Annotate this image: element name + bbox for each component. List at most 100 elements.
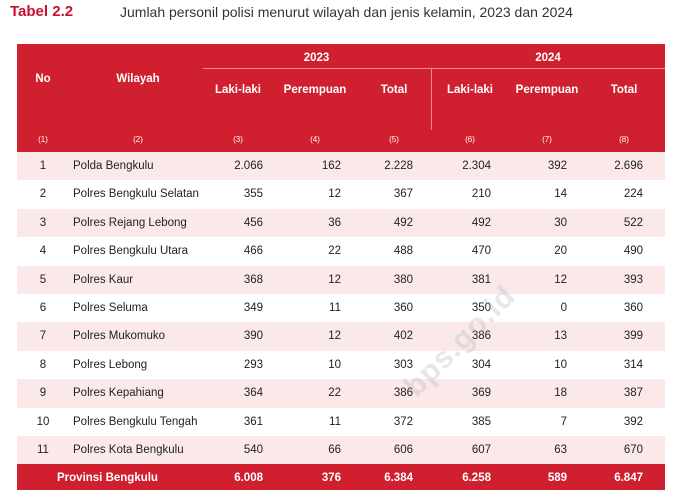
row-laki-2024: 386 [471,330,491,343]
row-perempuan-2023: 11 [329,415,341,428]
row-perempuan-2024: 18 [554,387,567,400]
row-total-2023: 372 [393,415,413,428]
table-header: No Wilayah 2023 2024 Laki-laki Perempuan… [17,44,665,130]
row-total-2023: 492 [393,216,413,229]
row-perempuan-2023: 10 [328,358,341,371]
row-total-2023: 488 [393,245,413,258]
row-perempuan-2024: 30 [554,216,567,229]
col-index: (4) [310,135,320,144]
row-laki-2023: 2.066 [234,160,263,172]
row-total-2024: 314 [623,358,643,371]
col-index: (7) [542,135,552,144]
row-laki-2024: 304 [471,358,491,371]
col-index: (3) [233,135,243,144]
row-wilayah: Polres Bengkulu Tengah [73,415,198,428]
row-laki-2024: 470 [471,245,491,258]
col-index: (1) [38,135,48,144]
row-no: 8 [39,358,47,371]
row-laki-2024: 492 [471,216,491,229]
row-total-2024: 392 [623,415,643,428]
table-row: 5 Polres Kaur 368 12 380 381 12 393 [17,265,665,294]
header-total-2024: Total [610,84,638,96]
table-number: Tabel 2.2 [10,3,74,20]
table-row: 3 Polres Rejang Lebong 456 36 492 492 30… [17,208,665,238]
row-perempuan-2024: 14 [554,188,567,201]
row-wilayah: Polres Bengkulu Utara [73,245,189,258]
total-total-2023: 6.384 [384,472,413,485]
row-wilayah: Polres Bengkulu Selatan [73,188,199,201]
row-no: 6 [39,301,47,314]
header-divider [203,68,665,69]
table-row: 4 Polres Bengkulu Utara 466 22 488 470 2… [17,237,665,265]
col-index: (6) [465,135,475,144]
row-laki-2024: 2.304 [462,160,491,172]
row-perempuan-2023: 66 [328,443,341,456]
header-year-2024: 2024 [535,52,561,64]
row-perempuan-2023: 12 [328,188,341,201]
table-row: 1 Polda Bengkulu 2.066 162 2.228 2.304 3… [17,152,665,181]
row-total-2023: 380 [393,273,413,286]
row-no: 5 [39,273,47,286]
header-wilayah: Wilayah [116,73,160,85]
total-laki-2023: 6.008 [234,472,263,485]
header-year-separator [431,68,432,130]
total-label: Provinsi Bengkulu [57,472,158,485]
row-total-2023: 360 [393,301,413,314]
table-row: 10 Polres Bengkulu Tengah 361 11 372 385… [17,408,665,436]
row-laki-2024: 210 [471,188,491,201]
header-perempuan-2023: Perempuan [283,84,347,96]
row-no: 10 [36,415,50,428]
total-perempuan-2023: 376 [321,472,341,485]
row-total-2024: 490 [623,245,643,258]
row-laki-2023: 540 [243,443,263,456]
row-perempuan-2024: 10 [554,358,567,371]
header-year-2023: 2023 [303,52,330,64]
total-total-2024: 6.847 [614,472,643,485]
row-total-2024: 522 [623,216,643,229]
row-total-2023: 386 [393,387,413,400]
table-row: 11 Polres Kota Bengkulu 540 66 606 607 6… [17,435,665,465]
row-perempuan-2023: 12 [328,273,341,286]
row-wilayah: Polres Kota Bengkulu [73,443,184,456]
row-laki-2024: 385 [471,415,491,428]
col-index: (2) [133,135,143,144]
row-laki-2023: 456 [243,216,263,229]
row-laki-2024: 607 [471,443,491,456]
row-laki-2023: 390 [243,330,263,343]
row-perempuan-2024: 0 [560,301,567,314]
col-index: (8) [619,135,629,144]
total-perempuan-2024: 589 [547,472,567,485]
row-wilayah: Polres Kepahiang [73,387,164,400]
table-row: 8 Polres Lebong 293 10 303 304 10 314 [17,351,665,379]
row-total-2024: 360 [623,301,643,314]
row-laki-2024: 350 [471,301,491,314]
row-total-2024: 387 [623,387,643,400]
row-no: 4 [39,245,47,258]
row-wilayah: Polres Seluma [73,301,148,314]
col-index: (5) [389,135,399,144]
row-perempuan-2023: 22 [328,387,341,400]
header-total-2023: Total [380,84,408,96]
row-no: 3 [39,216,47,229]
table-row: 6 Polres Seluma 349 11 360 350 0 360 [17,294,665,322]
header-laki-2024: Laki-laki [446,84,494,96]
header-laki-2023: Laki-laki [214,84,262,96]
row-no: 9 [39,387,47,400]
row-perempuan-2023: 22 [328,245,341,258]
row-laki-2023: 355 [243,188,263,201]
column-index-row: (1) (2) (3) (4) (5) (6) (7) (8) [17,130,665,152]
row-no: 7 [39,330,47,343]
row-wilayah: Polres Mukomuko [73,330,166,343]
row-perempuan-2024: 12 [554,273,567,286]
table-row: 7 Polres Mukomuko 390 12 402 386 13 399 [17,322,665,351]
row-wilayah: Polres Rejang Lebong [73,216,187,229]
row-perempuan-2024: 63 [554,443,567,456]
row-laki-2024: 369 [471,387,491,400]
row-total-2024: 224 [623,188,643,201]
row-wilayah: Polres Kaur [73,273,134,286]
total-laki-2024: 6.258 [462,472,491,485]
row-laki-2024: 381 [471,273,491,286]
row-total-2024: 2.696 [614,160,643,172]
row-perempuan-2024: 392 [547,160,567,172]
row-perempuan-2023: 12 [328,330,341,343]
